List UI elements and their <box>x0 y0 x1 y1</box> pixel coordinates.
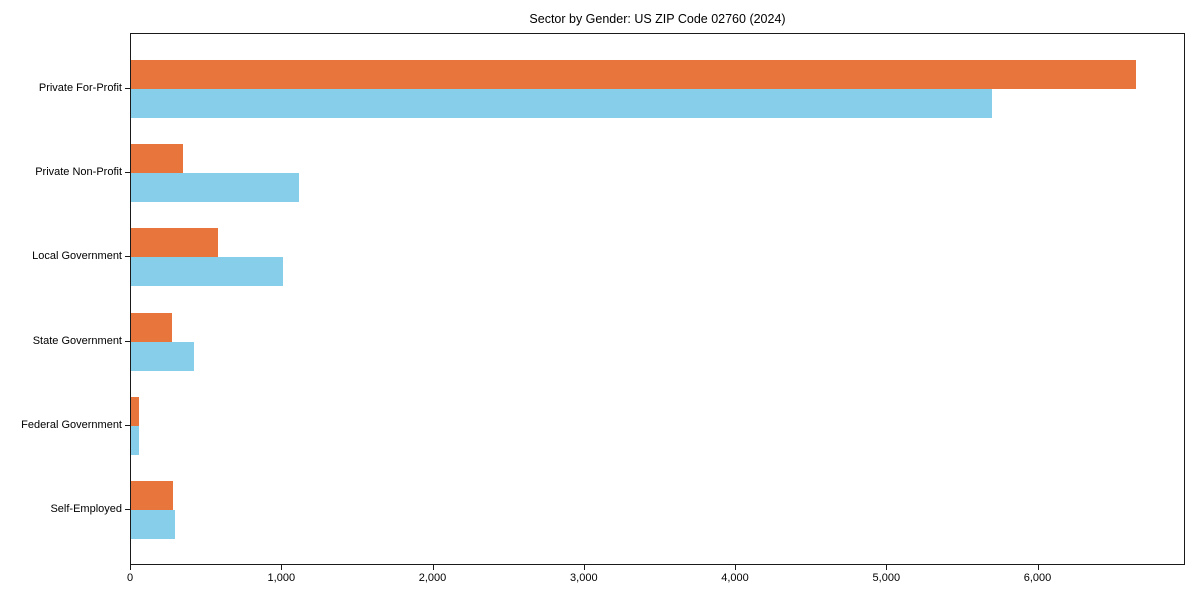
female-bar-1 <box>131 173 299 203</box>
y-tick-label: State Government <box>32 334 122 347</box>
y-tick-mark <box>125 340 130 342</box>
x-tick-label: 6,000 <box>1023 572 1052 584</box>
male-bar-0 <box>131 60 1137 89</box>
male-bar-1 <box>131 144 184 174</box>
female-bar-0 <box>131 89 992 118</box>
y-tick-mark <box>125 256 130 258</box>
x-tick-mark <box>735 565 736 570</box>
x-tick-mark <box>886 565 888 570</box>
y-tick-label: Private Non-Profit <box>35 166 122 179</box>
male-bar-2 <box>131 228 218 258</box>
male-bar-5 <box>131 481 174 510</box>
x-tick-label: 5,000 <box>872 572 901 584</box>
chart-title: Sector by Gender: US ZIP Code 02760 (202… <box>529 12 786 26</box>
female-bar-3 <box>131 341 194 371</box>
y-tick-mark <box>125 88 130 89</box>
x-tick-mark <box>1037 565 1039 570</box>
male-bar-4 <box>131 396 140 426</box>
x-tick-label: 4,000 <box>721 572 749 584</box>
x-tick-label: 3,000 <box>570 572 598 584</box>
male-bar-3 <box>131 312 172 342</box>
x-tick-mark <box>583 565 585 570</box>
x-tick-label: 0 <box>126 572 134 584</box>
y-tick-mark <box>125 509 130 510</box>
y-tick-label: Self-Employed <box>50 503 122 515</box>
female-bar-5 <box>131 510 175 539</box>
y-tick-label: Federal Government <box>21 418 122 431</box>
x-tick-label: 2,000 <box>418 572 447 584</box>
x-tick-label: 1,000 <box>267 572 296 584</box>
y-tick-mark <box>125 172 130 174</box>
y-tick-label: Local Government <box>32 250 122 263</box>
x-tick-mark <box>130 565 131 570</box>
y-tick-label: Private For-Profit <box>38 82 122 94</box>
plot-area: Male Female <box>130 33 1185 565</box>
x-tick-mark <box>281 565 283 570</box>
y-tick-mark <box>125 424 130 426</box>
female-bar-2 <box>131 257 283 287</box>
x-tick-mark <box>432 565 434 570</box>
female-bar-4 <box>131 425 139 455</box>
